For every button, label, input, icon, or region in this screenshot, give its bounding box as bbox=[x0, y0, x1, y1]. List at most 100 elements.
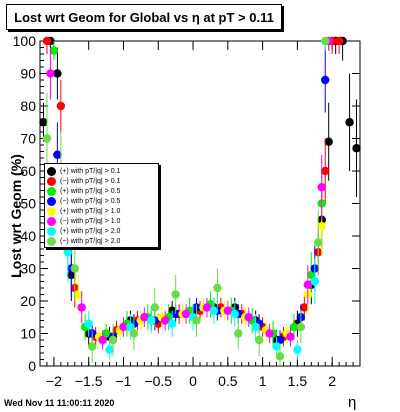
y-tick-label: 90 bbox=[20, 66, 36, 82]
data-point bbox=[39, 118, 48, 127]
legend-marker-icon bbox=[47, 186, 56, 196]
data-point bbox=[77, 303, 86, 312]
data-point bbox=[126, 322, 135, 332]
data-point bbox=[314, 238, 323, 247]
data-point bbox=[321, 36, 330, 46]
data-point bbox=[101, 329, 111, 338]
x-tick-label: −1.5 bbox=[75, 373, 103, 389]
data-point bbox=[53, 69, 62, 78]
data-point bbox=[345, 118, 354, 127]
data-point bbox=[209, 306, 219, 315]
data-point bbox=[63, 248, 73, 257]
data-point bbox=[334, 36, 344, 46]
legend-marker-icon bbox=[47, 166, 56, 176]
data-point bbox=[296, 322, 306, 332]
data-point bbox=[167, 319, 177, 328]
legend: (+) with pT/|q| > 0.1 (−) with pT/|q| > … bbox=[44, 163, 159, 248]
x-tick-label: −1 bbox=[115, 373, 131, 389]
y-tick-label: 60 bbox=[20, 163, 36, 179]
data-point bbox=[234, 329, 243, 338]
x-tick-label: 0 bbox=[189, 373, 197, 389]
data-point bbox=[303, 280, 313, 289]
legend-entry: (−) with pT/|q| > 0.5 bbox=[47, 196, 120, 206]
data-point bbox=[310, 277, 319, 286]
data-point bbox=[321, 166, 330, 176]
data-point bbox=[53, 150, 62, 159]
x-tick-label: −2 bbox=[46, 373, 62, 389]
data-point bbox=[213, 283, 222, 293]
data-point bbox=[230, 309, 239, 319]
data-point bbox=[321, 75, 330, 85]
chart-title: Lost wrt Geom for Global vs η at pT > 0.… bbox=[6, 4, 282, 30]
data-point bbox=[192, 316, 201, 325]
y-tick-label: 100 bbox=[13, 33, 37, 49]
legend-marker-icon bbox=[47, 196, 56, 206]
data-point bbox=[244, 313, 253, 322]
data-point bbox=[87, 342, 97, 351]
legend-label: (−) with pT/|q| > 1.0 bbox=[60, 217, 121, 225]
data-point bbox=[293, 345, 302, 354]
x-tick-label: 1 bbox=[259, 373, 267, 389]
legend-entry: (+) with pT/|q| > 0.1 bbox=[47, 166, 120, 176]
y-tick-label: 30 bbox=[20, 261, 36, 277]
data-point bbox=[181, 309, 191, 319]
x-tick-label: 0.5 bbox=[218, 373, 238, 389]
legend-marker-icon bbox=[47, 216, 56, 226]
data-point bbox=[275, 352, 285, 361]
data-point bbox=[105, 345, 114, 354]
legend-entry: (+) with pT/|q| > 1.0 bbox=[47, 206, 120, 216]
data-point bbox=[202, 303, 212, 312]
y-tick-label: 80 bbox=[20, 98, 36, 114]
data-point bbox=[147, 316, 156, 325]
legend-entry: (+) with pT/|q| > 2.0 bbox=[47, 226, 120, 236]
x-axis-label: η bbox=[348, 394, 357, 411]
legend-label: (−) with pT/|q| > 0.5 bbox=[60, 197, 121, 205]
data-point bbox=[49, 46, 59, 55]
x-tick-label: 2 bbox=[328, 373, 336, 389]
data-point bbox=[56, 101, 66, 111]
data-point bbox=[307, 270, 316, 280]
legend-label: (+) with pT/|q| > 2.0 bbox=[60, 227, 121, 235]
legend-label: (−) with pT/|q| > 0.1 bbox=[60, 177, 121, 185]
data-point bbox=[171, 290, 180, 299]
y-tick-label: 10 bbox=[20, 326, 36, 342]
data-point bbox=[275, 335, 285, 345]
y-axis-label: Lost wrt Geom (%) bbox=[8, 154, 24, 278]
data-point bbox=[140, 313, 149, 322]
data-point bbox=[300, 303, 309, 312]
data-point bbox=[108, 335, 118, 345]
timestamp-footer: Wed Nov 11 11:00:11 2020 bbox=[4, 398, 115, 408]
data-point bbox=[150, 303, 159, 312]
data-point bbox=[317, 222, 326, 231]
data-point bbox=[84, 319, 93, 328]
data-point bbox=[352, 144, 361, 153]
x-tick-label: −0.5 bbox=[144, 373, 172, 389]
y-tick-label: 20 bbox=[20, 293, 36, 309]
legend-label: (+) with pT/|q| > 1.0 bbox=[60, 207, 121, 215]
legend-label: (−) with pT/|q| > 2.0 bbox=[60, 237, 121, 245]
legend-marker-icon bbox=[47, 236, 56, 246]
data-point bbox=[324, 137, 333, 146]
y-tick-label: 50 bbox=[20, 196, 36, 212]
legend-label: (+) with pT/|q| > 0.1 bbox=[60, 167, 121, 175]
data-point bbox=[42, 134, 52, 143]
legend-marker-icon bbox=[47, 226, 56, 236]
legend-marker-icon bbox=[47, 176, 56, 186]
data-point bbox=[265, 329, 274, 338]
x-tick-label: 1.5 bbox=[288, 373, 308, 389]
data-point bbox=[46, 69, 55, 78]
data-point bbox=[70, 264, 79, 273]
data-point bbox=[251, 322, 260, 332]
legend-marker-icon bbox=[47, 206, 56, 216]
legend-entry: (−) with pT/|q| > 0.1 bbox=[47, 176, 120, 186]
data-point bbox=[272, 342, 281, 351]
data-point bbox=[98, 335, 107, 345]
axes: 0 10 20 30 40 50 60 70 80 90 100 −2 −1.5 −1 −0.5 0 0.5 1 1… bbox=[13, 33, 361, 389]
legend-label: (+) with pT/|q| > 0.5 bbox=[60, 187, 121, 195]
y-tick-label: 70 bbox=[20, 131, 36, 147]
data-point bbox=[161, 316, 170, 325]
legend-entry: (−) with pT/|q| > 1.0 bbox=[47, 216, 120, 226]
data-point bbox=[317, 183, 326, 192]
data-point bbox=[42, 36, 52, 46]
